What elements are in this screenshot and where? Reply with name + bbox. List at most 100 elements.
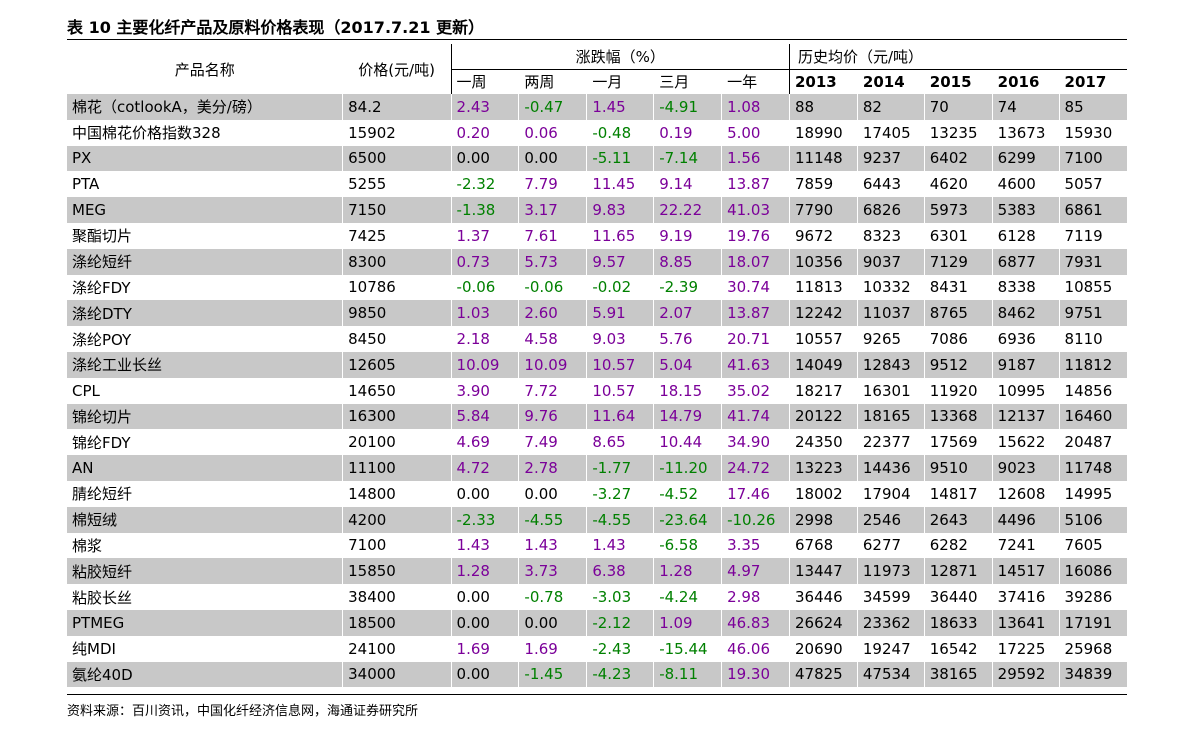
change-cell: 10.57 [586,351,654,378]
change-cell: -1.45 [518,661,587,688]
change-cell: 14.79 [653,403,722,430]
history-cell: 11148 [789,145,858,172]
change-col-header: 一年 [721,69,790,94]
change-cell: 35.02 [721,377,790,404]
history-cell: 6128 [991,222,1060,249]
change-cell: 10.57 [586,377,654,404]
table-row: 氨纶40D 34000 0.00 -1.45 -4.23 -8.11 19.30 47825 4… [67,661,1127,688]
table-row: 涤纶工业长丝 12605 10.09 10.09 10.57 5.04 41.63 14049… [67,351,1127,378]
history-cell: 2546 [856,506,925,533]
source-note: 资料来源：百川资讯，中国化纤经济信息网，海通证券研究所 [67,704,419,719]
change-cell: 9.19 [653,222,722,249]
history-cell: 12871 [923,558,993,585]
change-cell: 8.65 [586,429,654,456]
history-cell: 10995 [991,377,1060,404]
change-cell: 34.90 [721,429,790,456]
change-cell: -1.38 [450,197,519,223]
history-cell: 39286 [1058,584,1127,610]
history-cell: 88 [789,94,858,120]
change-cell: 0.00 [450,145,519,172]
price-cell: 9850 [342,300,452,327]
history-cell: 70 [923,94,993,120]
history-cell: 6936 [991,326,1060,352]
history-cell: 14995 [1058,480,1127,507]
history-cell: 13673 [991,119,1060,146]
price-cell: 15850 [342,558,452,585]
change-cell: -11.20 [653,455,722,481]
price-cell: 84.2 [342,94,452,120]
history-group-header: 历史均价（元/吨） [789,44,1127,70]
change-cell: 9.03 [586,326,654,352]
history-cell: 24350 [789,429,858,456]
change-cell: 2.07 [653,300,722,327]
change-cell: 41.74 [721,403,790,430]
price-cell: 7425 [342,222,452,249]
history-cell: 15622 [991,429,1060,456]
history-cell: 16086 [1058,558,1127,585]
change-cell: 0.06 [518,119,587,146]
product-name-cell: 锦纶切片 [67,403,343,430]
change-cell: 8.85 [653,248,722,275]
change-cell: 1.45 [586,94,654,120]
change-cell: 20.71 [721,326,790,352]
change-cell: 0.19 [653,119,722,146]
change-cell: 41.03 [721,197,790,223]
history-cell: 6299 [991,145,1060,172]
table-row: PTA 5255 -2.32 7.79 11.45 9.14 13.87 7859 6443 46… [67,171,1127,198]
change-cell: -0.06 [518,274,587,301]
history-cell: 7241 [991,532,1060,559]
price-cell: 8300 [342,248,452,275]
change-cell: 3.90 [450,377,519,404]
product-name-cell: 涤纶工业长丝 [67,351,343,378]
history-cell: 5057 [1058,171,1127,198]
change-cell: -7.14 [653,145,722,172]
change-cell: 11.45 [586,171,654,198]
history-cell: 25968 [1058,635,1127,662]
change-cell: 22.22 [653,197,722,223]
history-cell: 4496 [991,506,1060,533]
table-row: 纯MDI 24100 1.69 1.69 -2.43 -15.44 46.06 20690 19… [67,635,1127,662]
history-cell: 9512 [923,351,993,378]
table-row: PTMEG 18500 0.00 0.00 -2.12 1.09 46.83 26624 233… [67,609,1127,636]
history-cell: 14817 [923,480,993,507]
history-cell: 6826 [856,197,925,223]
change-cell: -0.48 [586,119,654,146]
table-row: 棉浆 7100 1.43 1.43 1.43 -6.58 3.35 6768 6277 6282 7… [67,532,1127,559]
change-cell: -4.52 [653,480,722,507]
history-cell: 13368 [923,403,993,430]
price-cell: 10786 [342,274,452,301]
change-cell: -2.33 [450,506,519,533]
change-cell: 1.43 [450,532,519,559]
change-cell: 18.07 [721,248,790,275]
product-name-cell: 涤纶POY [72,330,132,349]
history-cell: 8765 [923,300,993,327]
history-cell: 18217 [789,377,858,404]
history-cell: 10332 [856,274,925,301]
product-name-cell: 氨纶40D [67,661,343,688]
history-cell: 9023 [991,455,1060,481]
history-cell: 26624 [789,609,858,636]
table-row: 腈纶短纤 14800 0.00 0.00 -3.27 -4.52 17.46 18002 179… [67,480,1127,507]
product-name-cell: 锦纶FDY [72,433,131,452]
price-cell: 20100 [342,429,452,456]
change-cell: -4.91 [653,94,722,120]
history-cell: 9510 [923,455,993,481]
product-name-cell: 涤纶DTY [67,300,343,327]
history-col-header: 2017 [1058,69,1127,94]
history-cell: 8462 [991,300,1060,327]
change-cell: 4.97 [721,558,790,585]
product-name-cell: 涤纶FDY [72,278,131,297]
change-cell: 1.03 [450,300,519,327]
price-table: 产品名称 价格(元/吨) 涨跌幅（%） 历史均价（元/吨） 一周 两周 一月 三… [67,44,1127,688]
change-cell: 9.76 [518,403,587,430]
change-cell: 4.69 [450,429,519,456]
history-cell: 18633 [923,609,993,636]
change-cell: -2.39 [653,274,722,301]
change-cell: -8.11 [653,661,722,688]
product-name-cell: 腈纶短纤 [72,485,133,504]
table-row: 棉短绒 4200 -2.33 -4.55 -4.55 -23.64 -10.26 2998 25… [67,506,1127,533]
change-cell: -3.27 [586,480,654,507]
change-cell: 19.76 [721,222,790,249]
product-name-cell: 棉花（cotlookA，美分/磅） [67,94,343,120]
change-col-header: 一周 [450,69,519,94]
